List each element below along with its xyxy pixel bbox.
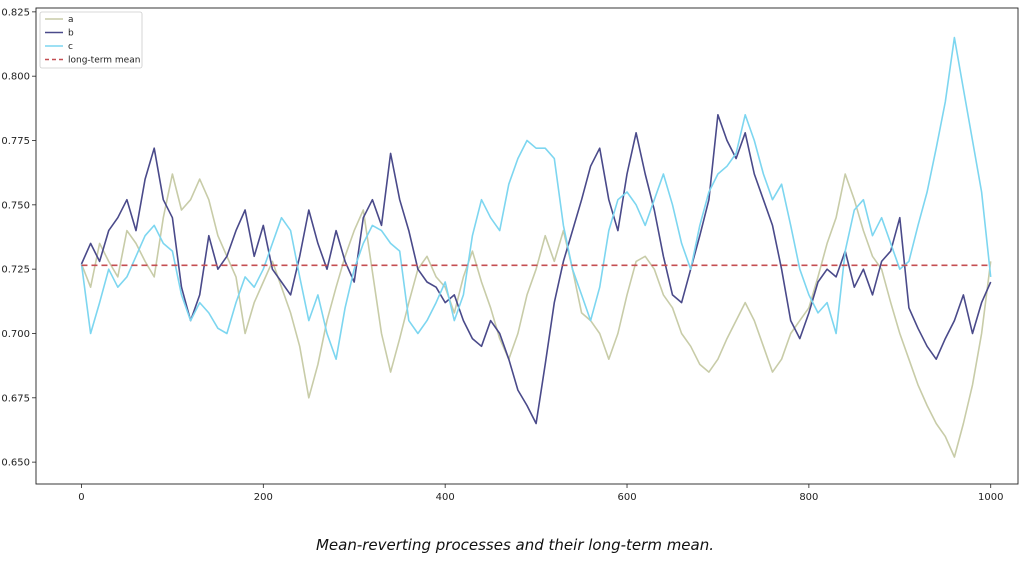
y-tick-label: 0.775 — [1, 136, 30, 147]
legend-label: a — [68, 15, 74, 25]
y-tick-label: 0.700 — [1, 329, 30, 340]
y-axis: 0.650 0.675 0.700 0.725 0.750 0.775 0.800 0.825 — [1, 7, 36, 469]
y-tick-label: 0.675 — [1, 393, 30, 404]
x-tick-label: 1000 — [978, 492, 1003, 503]
legend-label: b — [68, 29, 74, 39]
x-tick-label: 200 — [254, 492, 273, 503]
y-tick-label: 0.800 — [1, 72, 30, 83]
legend-label: long-term mean — [68, 56, 140, 66]
x-tick-label: 400 — [436, 492, 455, 503]
y-tick-label: 0.750 — [1, 200, 30, 211]
legend-box — [39, 11, 143, 69]
x-tick-label: 600 — [617, 492, 636, 503]
y-tick-label: 0.650 — [1, 458, 30, 469]
mean-reverting-chart: 0 200 400 600 800 1000 0.6500.6750.7000.7250.… — [1, 7, 1019, 503]
legend-label: c — [68, 42, 73, 52]
series-layer — [80, 36, 992, 458]
series-line-c — [80, 36, 992, 361]
series-line-a — [80, 173, 992, 458]
x-tick-label: 800 — [799, 492, 818, 503]
plot-frame — [35, 7, 1019, 485]
y-tick-label: 0.725 — [1, 265, 30, 276]
legend: abc long-term mean — [39, 11, 143, 69]
figure-caption: Mean-reverting processes and their long-… — [315, 536, 715, 554]
y-tick-label: 0.825 — [1, 7, 30, 18]
series-line-b — [80, 114, 992, 425]
x-tick-label: 0 — [78, 492, 84, 503]
x-axis: 0 200 400 600 800 1000 — [78, 484, 1003, 503]
